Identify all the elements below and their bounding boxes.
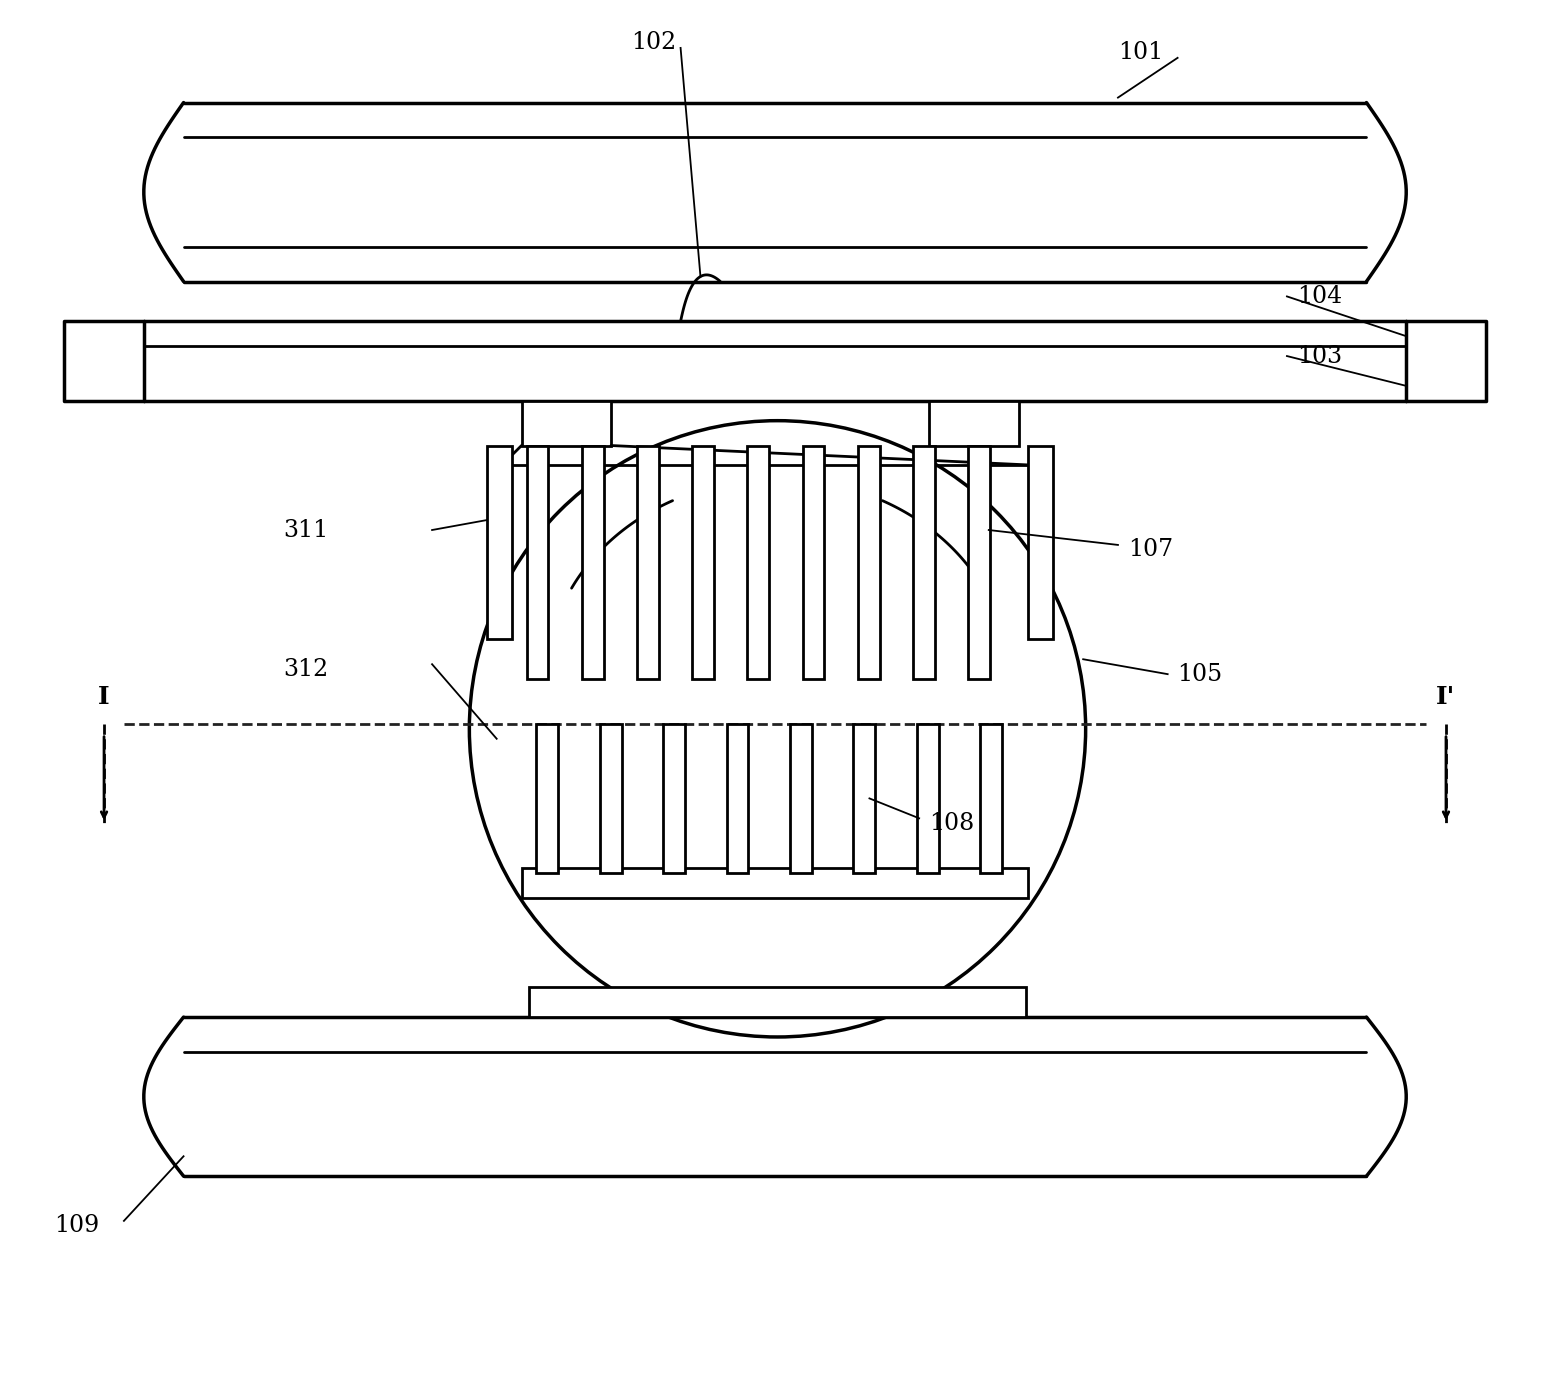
Text: I: I: [98, 686, 110, 709]
Bar: [536, 723, 558, 873]
Text: 102: 102: [631, 31, 676, 55]
Text: 109: 109: [54, 1214, 100, 1237]
Bar: [600, 723, 622, 873]
Text: 311: 311: [283, 519, 328, 541]
Bar: [748, 445, 770, 679]
Bar: [527, 445, 549, 679]
Bar: [980, 723, 1001, 873]
Text: 105: 105: [1177, 663, 1222, 686]
Bar: [916, 723, 939, 873]
Bar: [969, 445, 991, 679]
Bar: [858, 445, 880, 679]
Text: 107: 107: [1127, 539, 1172, 561]
Text: 312: 312: [283, 658, 328, 681]
Bar: [521, 400, 611, 445]
Bar: [802, 445, 824, 679]
Text: 101: 101: [1118, 42, 1163, 64]
Bar: [638, 445, 659, 679]
Bar: [521, 867, 1028, 898]
Bar: [692, 445, 714, 679]
Bar: [726, 723, 748, 873]
Bar: [529, 988, 1026, 1017]
Bar: [928, 400, 1019, 445]
Bar: [913, 445, 935, 679]
Bar: [854, 723, 875, 873]
Bar: [790, 723, 812, 873]
Text: 108: 108: [928, 811, 975, 835]
Text: I': I': [1437, 686, 1455, 709]
Bar: [487, 445, 512, 639]
Bar: [662, 723, 686, 873]
Text: 103: 103: [1297, 344, 1342, 368]
Bar: [582, 445, 603, 679]
Text: 104: 104: [1297, 285, 1342, 308]
Bar: [1028, 445, 1053, 639]
